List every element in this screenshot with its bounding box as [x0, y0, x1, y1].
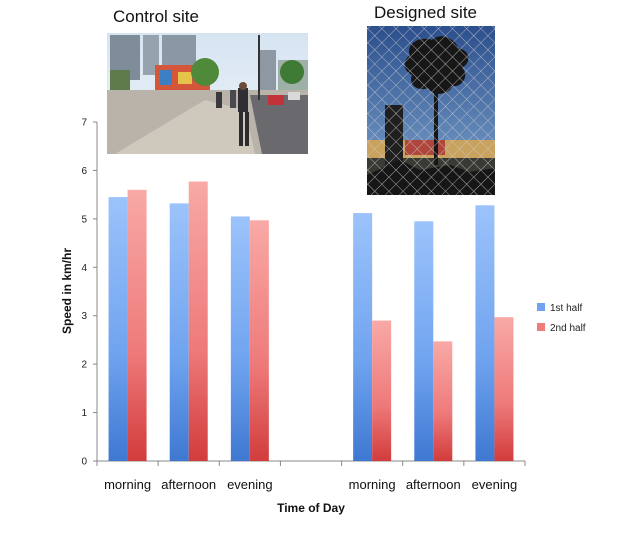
bar-second-half: [433, 341, 453, 461]
legend-swatch: [537, 303, 545, 311]
bar-second-half: [372, 320, 392, 461]
category-label: morning: [104, 477, 151, 492]
designed-site-title: Designed site: [374, 3, 478, 22]
y-tick-label: 6: [81, 166, 87, 177]
bar-second-half: [494, 317, 514, 461]
bar-first-half: [230, 216, 250, 461]
y-tick-label: 1: [81, 408, 87, 419]
category-label: evening: [472, 477, 518, 492]
y-tick-label: 4: [81, 263, 87, 274]
y-tick-label: 3: [81, 311, 87, 322]
control-site-title: Control site: [113, 7, 199, 26]
bar-second-half: [127, 189, 147, 462]
legend-label: 1st half: [550, 303, 582, 314]
designed-site-photo: [367, 26, 495, 195]
category-label: afternoon: [406, 477, 461, 492]
control-site-photo: [107, 33, 308, 154]
x-axis-title: Time of Day: [277, 501, 345, 515]
bar-first-half: [414, 221, 434, 461]
category-label: evening: [227, 477, 273, 492]
bar-first-half: [475, 205, 495, 461]
bar-first-half: [169, 203, 189, 462]
bar-first-half: [108, 197, 128, 462]
y-axis-title: Speed in km/hr: [60, 248, 74, 334]
y-tick-label: 5: [81, 214, 87, 225]
y-tick-label: 0: [81, 457, 87, 468]
bar-second-half: [188, 181, 208, 461]
y-tick-label: 7: [81, 118, 87, 129]
y-tick-label: 2: [81, 360, 87, 371]
category-label: afternoon: [161, 477, 216, 492]
legend-swatch: [537, 323, 545, 331]
bar-second-half: [249, 220, 269, 461]
legend-label: 2nd half: [550, 323, 586, 334]
bar-first-half: [353, 213, 373, 461]
category-label: morning: [349, 477, 396, 492]
